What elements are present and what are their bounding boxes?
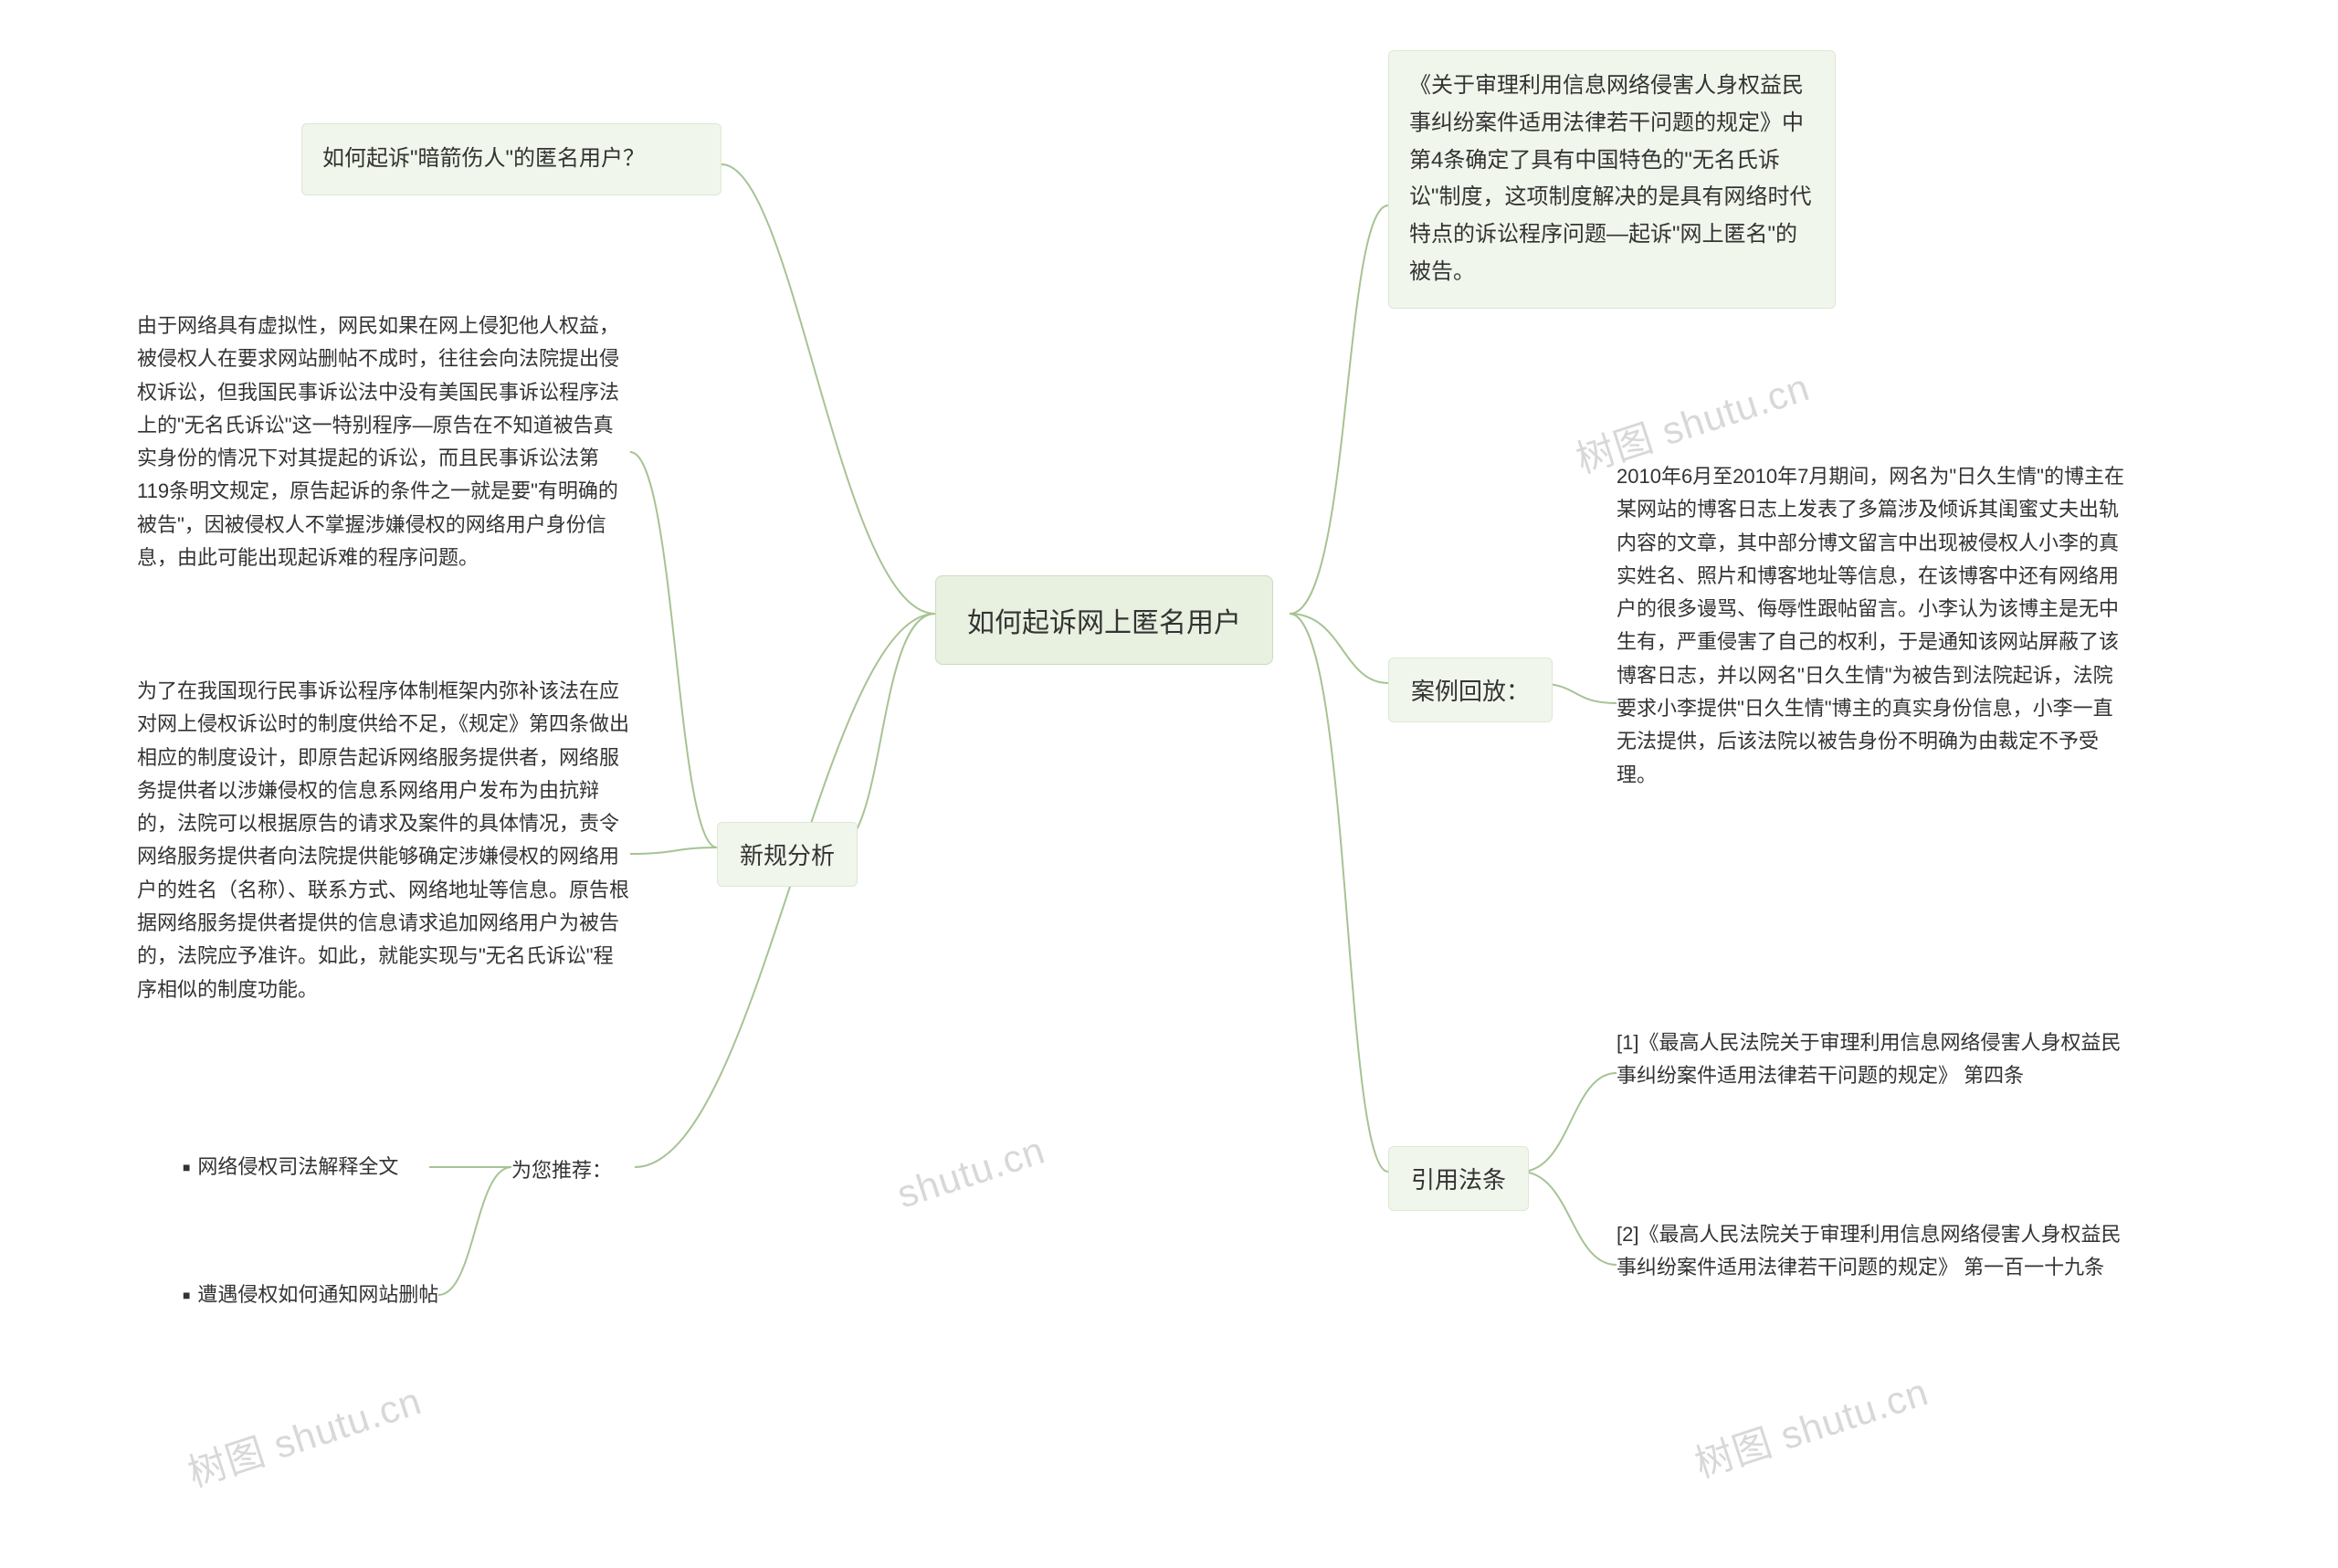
right-law-item: [1]《最高人民法院关于审理利用信息网络侵害人身权益民事纠纷案件适用法律若干问题… bbox=[1617, 1023, 2128, 1097]
left-analysis-node: 新规分析 bbox=[717, 822, 858, 887]
left-recommend-node: 为您推荐： bbox=[511, 1151, 612, 1191]
right-case-node: 案例回放： bbox=[1388, 658, 1553, 722]
right-intro-node: 《关于审理利用信息网络侵害人身权益民事纠纷案件适用法律若干问题的规定》中第4条确… bbox=[1388, 50, 1836, 309]
left-question-node: 如何起诉"暗箭伤人"的匿名用户？ bbox=[301, 123, 721, 195]
left-recommend-item: 网络侵权司法解释全文 bbox=[183, 1151, 398, 1180]
left-analysis-p2: 为了在我国现行民事诉讼程序体制框架内弥补该法在应对网上侵权诉讼时的制度供给不足，… bbox=[137, 671, 630, 1010]
right-law-item: [2]《最高人民法院关于审理利用信息网络侵害人身权益民事纠纷案件适用法律若干问题… bbox=[1617, 1215, 2128, 1289]
root-node: 如何起诉网上匿名用户 bbox=[935, 575, 1273, 665]
left-analysis-p1: 由于网络具有虚拟性，网民如果在网上侵犯他人权益，被侵权人在要求网站删帖不成时，往… bbox=[137, 306, 630, 578]
right-case-text: 2010年6月至2010年7月期间，网名为"日久生情"的博主在某网站的博客日志上… bbox=[1617, 457, 2128, 795]
right-law-node: 引用法条 bbox=[1388, 1146, 1529, 1211]
left-recommend-item: 遭遇侵权如何通知网站删帖 bbox=[183, 1279, 438, 1308]
